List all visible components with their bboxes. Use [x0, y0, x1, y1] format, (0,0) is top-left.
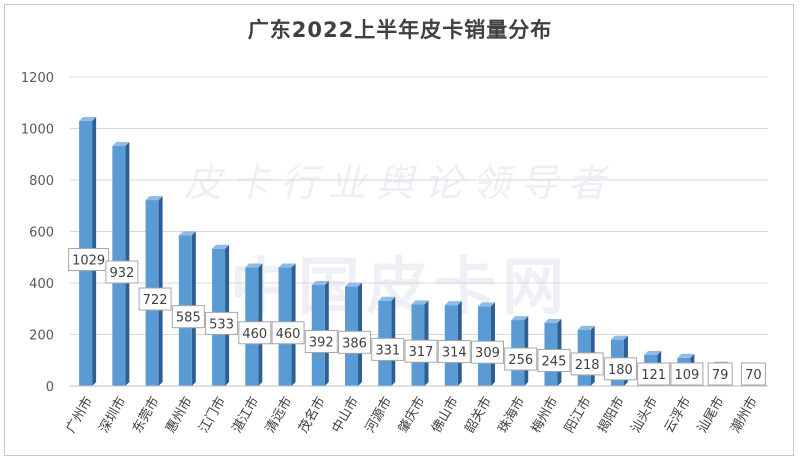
bar-top	[178, 231, 196, 236]
data-label: 386	[342, 336, 367, 351]
y-tick-label: 200	[29, 329, 54, 344]
data-label-box	[304, 330, 338, 354]
data-label-box	[138, 287, 172, 311]
bar-top	[245, 263, 263, 268]
data-label-box	[437, 340, 471, 364]
x-tick-label: 阳江市	[561, 394, 594, 436]
bar-top	[610, 335, 628, 340]
bar-top	[477, 302, 495, 307]
x-tick-label: 中山市	[329, 394, 362, 436]
data-label: 218	[575, 358, 600, 373]
x-tick-label: 韶关市	[462, 394, 495, 436]
data-label-box	[105, 260, 139, 284]
bar-top	[145, 196, 163, 201]
data-label-box	[470, 340, 504, 364]
data-label: 121	[641, 368, 666, 383]
x-tick-label: 珠海市	[495, 394, 528, 436]
data-label: 932	[109, 266, 134, 281]
x-tick-label: 河源市	[362, 394, 395, 436]
x-tick-label: 清远市	[262, 394, 295, 436]
data-label: 1029	[72, 254, 105, 269]
x-tick-label: 深圳市	[96, 394, 129, 436]
chart-title: 广东2022上半年皮卡销量分布	[247, 18, 553, 42]
bar-top	[411, 300, 429, 305]
x-tick-label: 江门市	[196, 394, 229, 436]
x-tick-label: 汕头市	[628, 394, 661, 436]
x-tick-label: 揭阳市	[595, 394, 628, 436]
data-label-box	[238, 321, 272, 345]
x-tick-label: 肇庆市	[395, 394, 428, 436]
data-label: 460	[276, 327, 301, 342]
x-tick-label: 湛江市	[229, 394, 262, 436]
data-label-box	[570, 352, 604, 376]
bar-top	[444, 301, 462, 306]
data-label-box	[603, 357, 637, 381]
bar-top	[544, 318, 562, 323]
data-label: 309	[475, 346, 500, 361]
data-label-box	[740, 362, 766, 386]
data-label: 256	[508, 353, 533, 368]
data-label: 533	[209, 317, 234, 332]
x-tick-label: 茂名市	[295, 394, 328, 436]
data-label-box	[670, 362, 704, 386]
bar-top	[677, 353, 695, 358]
data-label-box	[271, 321, 305, 345]
data-label-box	[171, 305, 205, 329]
data-label: 722	[143, 293, 168, 308]
data-label-box	[537, 348, 571, 372]
y-tick-label: 0	[46, 380, 54, 395]
bar-top	[378, 296, 396, 301]
x-tick-label: 惠州市	[162, 394, 195, 436]
bar-top	[311, 281, 329, 286]
bar-top	[345, 282, 363, 287]
data-label: 585	[176, 311, 201, 326]
data-label-box	[205, 311, 239, 335]
bar-top	[79, 117, 97, 122]
data-label-box	[637, 362, 671, 386]
bar-top	[577, 325, 595, 330]
data-label: 314	[442, 346, 467, 361]
data-label: 245	[542, 354, 567, 369]
y-tick-label: 1000	[21, 123, 54, 138]
data-label-box	[707, 362, 733, 386]
data-label: 460	[242, 327, 267, 342]
data-label-box	[338, 330, 372, 354]
y-tick-label: 1200	[21, 71, 54, 86]
data-label-box	[371, 337, 405, 361]
x-tick-label: 汕尾市	[694, 394, 727, 436]
x-tick-label: 潮州市	[727, 394, 760, 436]
y-tick-label: 800	[29, 174, 54, 189]
x-tick-label: 广州市	[63, 394, 96, 436]
data-label: 180	[608, 363, 633, 378]
bar-top	[212, 244, 230, 249]
data-label: 109	[674, 368, 699, 383]
bar-top	[644, 350, 662, 355]
watermark-slogan: 皮卡行业舆论领导者	[183, 161, 616, 205]
y-tick-label: 600	[29, 226, 54, 241]
bar-top	[112, 142, 130, 147]
data-label-box	[68, 248, 110, 272]
x-tick-label: 云浮市	[661, 394, 694, 436]
data-label: 79	[712, 368, 729, 383]
x-tick-label: 佛山市	[428, 394, 461, 436]
y-tick-label: 400	[29, 277, 54, 292]
data-label: 392	[309, 336, 334, 351]
data-label-box	[404, 339, 438, 363]
bar-top	[511, 316, 529, 321]
x-tick-label: 梅州市	[528, 394, 561, 436]
data-label: 331	[375, 343, 400, 358]
bar-top	[278, 263, 296, 268]
data-label-box	[504, 347, 538, 371]
x-tick-label: 东莞市	[129, 394, 162, 436]
data-label: 317	[409, 345, 434, 360]
data-label: 70	[745, 368, 762, 383]
